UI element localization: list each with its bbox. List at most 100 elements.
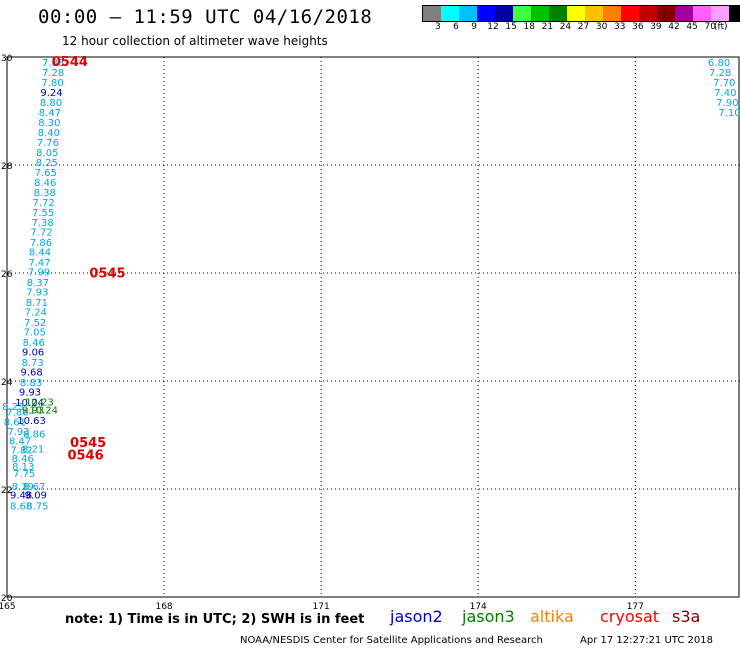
colorbar-swatch (495, 6, 513, 21)
colorbar-swatch (441, 6, 459, 21)
latitude-tick-label: 28 (1, 162, 13, 172)
wave-height-value: 8.21 (22, 444, 44, 455)
latitude-tick-label: 22 (1, 486, 12, 496)
legend-altika: altika (530, 607, 574, 626)
colorbar-label: 21 (541, 22, 554, 32)
wave-height-value: 7.75 (13, 469, 35, 480)
colorbar-label: 45 (686, 22, 698, 32)
colorbar-label: 42 (668, 22, 680, 32)
pass-time-label: 0544 (52, 55, 88, 70)
units-note: note: 1) Time is in UTC; 2) SWH is in fe… (65, 612, 365, 627)
longitude-tick-label: 171 (313, 602, 330, 612)
wave-height-value: 8.71 (26, 298, 48, 309)
legend-jason2: jason2 (390, 607, 443, 626)
colorbar-label: 33 (614, 22, 626, 32)
legend-s3a: s3a (672, 607, 701, 626)
colorbar-label: 70 (704, 22, 716, 32)
wave-height-value: 7.72 (33, 198, 55, 209)
wave-height-value: 7.90 (716, 98, 738, 109)
wave-height-value: 7.55 (32, 208, 54, 219)
pass-time-label: 0545 (70, 436, 106, 451)
latitude-tick-label: 30 (1, 54, 13, 64)
colorbar-swatch (531, 6, 549, 21)
wave-height-value: 8.44 (29, 248, 51, 259)
latitude-tick-label: 26 (1, 270, 13, 280)
wave-height-colorbar (422, 5, 740, 22)
colorbar-label: 30 (595, 22, 608, 32)
wave-height-value: 7.88 (42, 58, 64, 69)
footer-credit: NOAA/NESDIS Center for Satellite Applica… (240, 635, 543, 646)
colorbar-swatch (621, 6, 639, 21)
wave-height-value: 7.40 (714, 88, 736, 99)
colorbar-unit: (ft) (714, 22, 728, 32)
colorbar-label: 24 (559, 22, 572, 32)
wave-height-value: 8.23 (2, 402, 24, 413)
colorbar-label: 36 (632, 22, 644, 32)
wave-height-value: 8.80 (40, 98, 62, 109)
colorbar-label: 9 (471, 22, 477, 32)
wave-height-value: 8.25 (36, 158, 58, 169)
wave-height-value: 9.06 (22, 348, 44, 359)
wave-height-value: 8.30 (38, 118, 60, 129)
wave-height-value: 6.80 (708, 58, 730, 69)
wave-height-value: 8.46 (23, 338, 45, 349)
wave-height-value: 8.40 (38, 128, 60, 139)
wave-height-value: 8.13 (12, 462, 34, 473)
wave-height-value: 10.23 (25, 397, 54, 408)
colorbar-label: 15 (505, 22, 517, 32)
wave-height-value: 7.47 (28, 258, 50, 269)
wave-height-value: 7.80 (41, 78, 63, 89)
wave-height-value: 9.93 (22, 405, 44, 416)
legend-cryosat: cryosat (600, 607, 660, 626)
wave-height-value: 7.28 (42, 68, 64, 79)
wave-height-value: 8.83 (20, 378, 42, 389)
wave-height-value: 7.52 (24, 318, 46, 329)
colorbar-swatch (549, 6, 567, 21)
wave-height-value: 7.65 (35, 168, 57, 179)
wave-height-value: 8.46 (34, 178, 56, 189)
colorbar-swatch (423, 6, 441, 21)
wave-height-value: 8.61 (4, 417, 26, 428)
colorbar-swatch (729, 6, 740, 21)
wave-height-value: 8.39 (12, 482, 34, 493)
colorbar-swatch (477, 6, 495, 21)
pass-time-label: 0546 (67, 448, 103, 463)
wave-height-value: 9.93 (19, 388, 41, 399)
wave-height-value: 9.68 (20, 368, 42, 379)
wave-height-value: 7.05 (24, 328, 46, 339)
wave-height-value: 7.38 (31, 218, 53, 229)
colorbar-swatch (459, 6, 477, 21)
wave-height-value: 10.24 (29, 405, 58, 416)
colorbar-swatch (567, 6, 585, 21)
wave-height-value: 9.48 (10, 491, 32, 502)
wave-height-value: 10.63 (17, 416, 46, 427)
longitude-tick-label: 165 (0, 602, 16, 612)
colorbar-label: 39 (650, 22, 662, 32)
wave-height-value: 7.10 (718, 108, 740, 119)
map-title: 00:00 – 11:59 UTC 04/16/2018 (38, 6, 373, 28)
map-subtitle: 12 hour collection of altimeter wave hei… (62, 34, 328, 48)
longitude-tick-label: 177 (627, 602, 644, 612)
wave-height-value: 7.99 (28, 268, 50, 279)
colorbar-swatch (639, 6, 657, 21)
wave-height-value: 7.76 (37, 138, 59, 149)
colorbar-label: 12 (487, 22, 499, 32)
wave-height-value: 9.09 (25, 491, 47, 502)
wave-height-value: 8.67 (23, 482, 45, 493)
colorbar-swatch (711, 6, 729, 21)
wave-height-value: 8.47 (39, 108, 61, 119)
wave-height-value: 7.28 (709, 68, 731, 79)
legend-jason3: jason3 (462, 607, 515, 626)
colorbar-swatch (585, 6, 603, 21)
wave-height-value: 7.70 (713, 78, 735, 89)
colorbar-label: 3 (435, 22, 441, 32)
longitude-tick-label: 168 (155, 602, 172, 612)
wave-height-value: 7.72 (30, 228, 52, 239)
wave-height-value: 8.05 (36, 148, 58, 159)
wave-height-value: 8.68 (10, 502, 32, 513)
latitude-tick-label: 24 (1, 378, 13, 388)
wave-height-value: 7.93 (7, 427, 29, 438)
wave-height-value: 8.46 (12, 454, 34, 465)
wave-height-value: 8.37 (27, 278, 49, 289)
